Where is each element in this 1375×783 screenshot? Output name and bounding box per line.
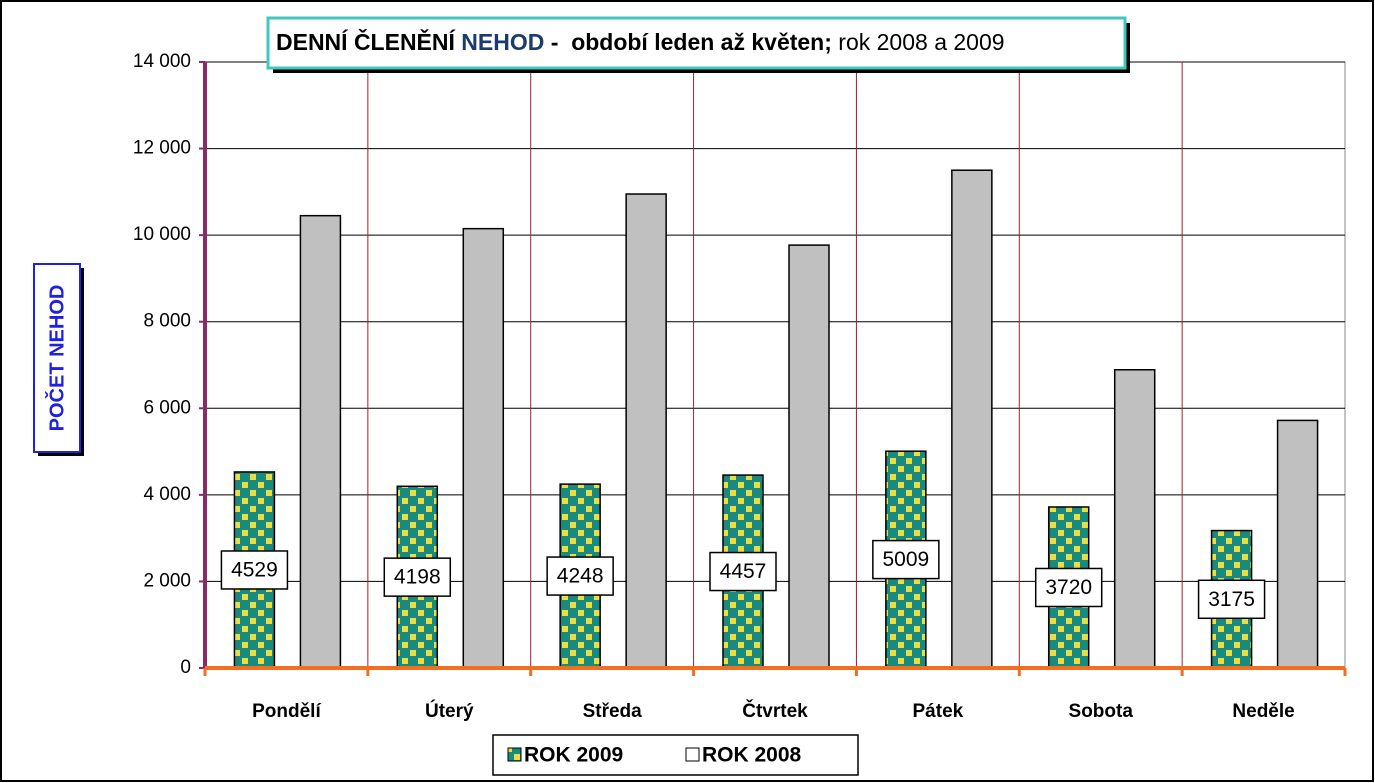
data-label-box [709,551,777,592]
y-tick-label: 6 000 [143,397,191,418]
title-box [266,16,1127,70]
y-tick-label: 14 000 [133,51,191,72]
legend-swatch [685,747,700,762]
x-tick-label: Neděle [1232,701,1294,722]
data-label: 4198 [394,566,441,589]
y-tick-label: 2 000 [143,570,191,591]
data-label-box [383,557,452,597]
bar [951,169,993,669]
legend-swatch [507,747,522,762]
bar [625,193,667,669]
y-tick-label: 12 000 [133,138,191,159]
bar [462,227,505,669]
legend-label: ROK 2008 [702,744,802,767]
data-label: 5009 [882,548,929,571]
data-label: 3720 [1045,576,1092,599]
chart-title: DENNÍ ČLENĚNÍ NEHOD - období leden až kv… [276,28,1005,55]
x-tick-label: Pondělí [252,701,321,722]
bar [788,244,830,669]
data-label-box [872,539,940,580]
data-label-box [1197,579,1266,620]
data-label: 3175 [1208,588,1255,611]
x-tick-label: Úterý [425,700,474,722]
title-part: rok 2008 a 2009 [832,29,1005,55]
bar [1113,369,1156,669]
bar [1276,419,1319,669]
legend-label: ROK 2009 [524,744,623,767]
legend [492,734,859,776]
y-label-box [33,263,81,453]
title-part: DENNÍ ČLENĚNÍ [276,28,461,55]
data-label-box [220,550,289,590]
x-tick-label: Pátek [913,701,964,722]
y-tick-label: 0 [180,657,191,678]
data-label-box [546,556,614,596]
y-tick-label: 10 000 [133,224,191,245]
data-label: 4457 [720,560,767,583]
y-axis-label: POČET NEHOD [44,285,68,432]
title-part: - období leden až květen; [544,29,832,55]
data-label-box [1034,567,1103,608]
y-tick-label: 4 000 [143,484,191,505]
title-part: NEHOD [461,29,544,55]
x-tick-label: Čtvrtek [742,700,808,722]
bar [299,214,342,669]
data-label: 4529 [231,559,278,582]
data-label: 4248 [557,565,604,588]
x-tick-label: Středa [583,701,643,722]
x-tick-label: Sobota [1069,701,1134,722]
y-tick-label: 8 000 [143,311,191,332]
